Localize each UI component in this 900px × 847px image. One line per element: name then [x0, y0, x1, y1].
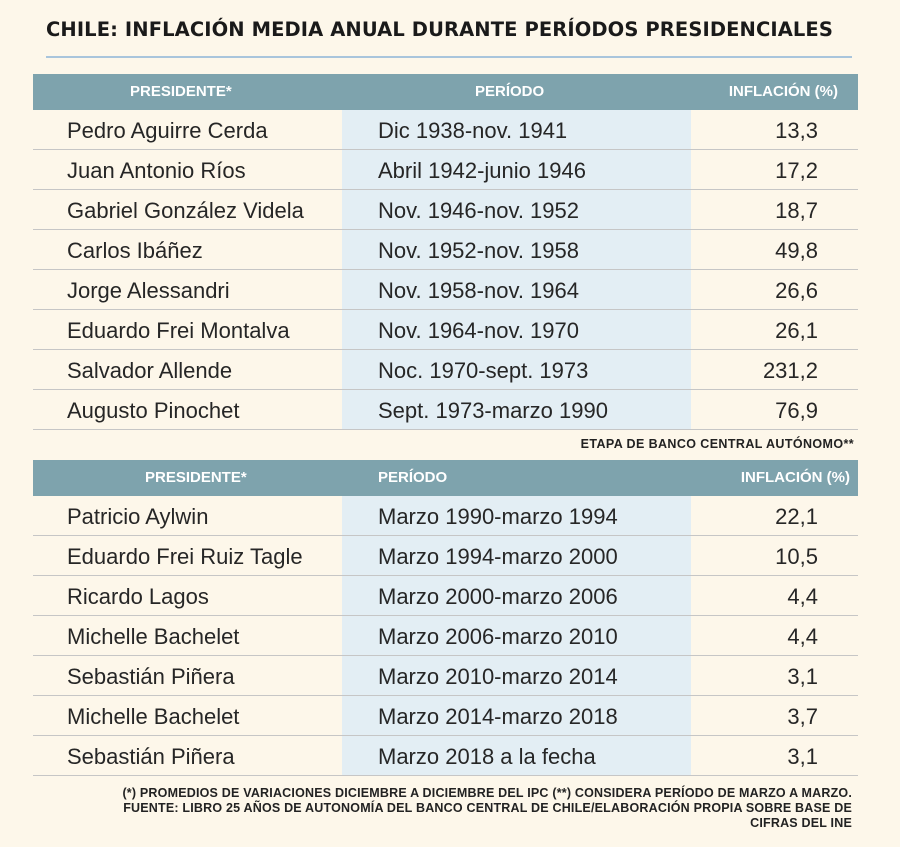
president-cell: Patricio Aylwin — [67, 504, 209, 529]
president-cell: Sebastián Piñera — [67, 664, 235, 689]
president-cell: Carlos Ibáñez — [67, 238, 203, 263]
period-cell: Marzo 1990-marzo 1994 — [378, 504, 618, 529]
table-row: Salvador Allende Noc. 1970-sept. 1973 231,… — [33, 350, 858, 390]
inflation-cell: 18,7 — [775, 198, 818, 223]
period-column-stripe — [342, 496, 691, 776]
table-row: Gabriel González Videla Nov. 1946-nov. 19… — [33, 190, 858, 230]
inflation-cell: 3,1 — [787, 664, 818, 689]
header-inflation: INFLACIÓN (%) — [740, 469, 850, 486]
president-cell: Salvador Allende — [67, 358, 233, 383]
table-row: Carlos Ibáñez Nov. 1952-nov. 1958 49,8 — [33, 230, 858, 270]
president-cell: Pedro Aguirre Cerda — [67, 118, 268, 143]
autonomy-note: ETAPA DE BANCO CENTRAL AUTÓNOMO** — [580, 437, 854, 451]
inflation-cell: 4,4 — [787, 584, 818, 609]
footnote-line: (*) PROMEDIOS DE VARIACIONES DICIEMBRE A… — [122, 786, 852, 800]
table-row: Michelle Bachelet Marzo 2014-marzo 2018 3,… — [33, 696, 858, 736]
footnotes: (*) PROMEDIOS DE VARIACIONES DICIEMBRE A… — [40, 786, 852, 831]
header-period: PERÍODO — [475, 83, 545, 100]
table-row: Ricardo Lagos Marzo 2000-marzo 2006 4,4 — [33, 576, 858, 616]
president-cell: Eduardo Frei Montalva — [67, 318, 290, 343]
inflation-cell: 231,2 — [762, 358, 818, 383]
inflation-cell: 13,3 — [775, 118, 818, 143]
table-row: Pedro Aguirre Cerda Dic 1938-nov. 1941 13,… — [33, 110, 858, 150]
table-row: Sebastián Piñera Marzo 2018 a la fecha 3,1 — [33, 736, 858, 776]
inflation-cell: 49,8 — [775, 238, 818, 263]
table-header: PRESIDENTE* PERÍODO INFLACIÓN (%) — [33, 460, 858, 496]
inflation-table-autonomy: PRESIDENTE* PERÍODO INFLACIÓN (%) Patric… — [33, 460, 858, 776]
title-divider — [46, 56, 852, 58]
president-cell: Sebastián Piñera — [67, 744, 235, 769]
inflation-cell: 3,1 — [787, 744, 818, 769]
period-cell: Dic 1938-nov. 1941 — [378, 118, 568, 143]
period-cell: Nov. 1964-nov. 1970 — [378, 318, 579, 343]
period-cell: Abril 1942-junio 1946 — [378, 158, 586, 183]
inflation-cell: 4,4 — [787, 624, 818, 649]
president-cell: Juan Antonio Ríos — [67, 158, 246, 183]
inflation-cell: 76,9 — [775, 398, 818, 423]
inflation-cell: 3,7 — [787, 704, 818, 729]
inflation-cell: 22,1 — [775, 504, 818, 529]
table-row: Patricio Aylwin Marzo 1990-marzo 1994 22,1 — [33, 496, 858, 536]
president-cell: Augusto Pinochet — [67, 398, 240, 423]
period-cell: Marzo 1994-marzo 2000 — [378, 544, 618, 569]
president-cell: Michelle Bachelet — [67, 704, 240, 729]
period-cell: Nov. 1952-nov. 1958 — [378, 238, 579, 263]
footnote-source: FUENTE: LIBRO 25 AÑOS DE AUTONOMÍA DEL B… — [123, 801, 852, 815]
table-body: Pedro Aguirre Cerda Dic 1938-nov. 1941 13,… — [33, 110, 858, 430]
inflation-cell: 17,2 — [775, 158, 818, 183]
president-cell: Eduardo Frei Ruiz Tagle — [67, 544, 303, 569]
president-cell: Michelle Bachelet — [67, 624, 240, 649]
period-cell: Noc. 1970-sept. 1973 — [378, 358, 589, 383]
header-inflation: INFLACIÓN (%) — [728, 83, 838, 100]
table-row: Eduardo Frei Ruiz Tagle Marzo 1994-marzo … — [33, 536, 858, 576]
footnote-source-cont: CIFRAS DEL INE — [750, 816, 852, 830]
table-header: PRESIDENTE* PERÍODO INFLACIÓN (%) — [33, 74, 858, 110]
header-period: PERÍODO — [378, 469, 448, 486]
president-cell: Jorge Alessandri — [67, 278, 230, 303]
header-president: PRESIDENTE* — [145, 469, 247, 486]
table-row: Juan Antonio Ríos Abril 1942-junio 1946 17… — [33, 150, 858, 190]
inflation-table-pre-autonomy: PRESIDENTE* PERÍODO INFLACIÓN (%) Pedro … — [33, 74, 858, 430]
period-cell: Sept. 1973-marzo 1990 — [378, 398, 608, 423]
table-row: Sebastián Piñera Marzo 2010-marzo 2014 3,1 — [33, 656, 858, 696]
inflation-cell: 10,5 — [775, 544, 818, 569]
period-cell: Nov. 1958-nov. 1964 — [378, 278, 579, 303]
table-row: Michelle Bachelet Marzo 2006-marzo 2010 4,… — [33, 616, 858, 656]
period-column-stripe — [342, 110, 691, 430]
president-cell: Ricardo Lagos — [67, 584, 209, 609]
header-president: PRESIDENTE* — [130, 83, 232, 100]
period-cell: Nov. 1946-nov. 1952 — [378, 198, 579, 223]
table-row: Eduardo Frei Montalva Nov. 1964-nov. 1970… — [33, 310, 858, 350]
period-cell: Marzo 2010-marzo 2014 — [378, 664, 618, 689]
inflation-cell: 26,1 — [775, 318, 818, 343]
table-row: Jorge Alessandri Nov. 1958-nov. 1964 26,6 — [33, 270, 858, 310]
period-cell: Marzo 2000-marzo 2006 — [378, 584, 618, 609]
page-title: CHILE: INFLACIÓN MEDIA ANUAL DURANTE PER… — [46, 18, 833, 41]
table-body: Patricio Aylwin Marzo 1990-marzo 1994 22,1… — [33, 496, 858, 776]
inflation-cell: 26,6 — [775, 278, 818, 303]
president-cell: Gabriel González Videla — [67, 198, 304, 223]
period-cell: Marzo 2018 a la fecha — [378, 744, 596, 769]
period-cell: Marzo 2006-marzo 2010 — [378, 624, 618, 649]
table-row: Augusto Pinochet Sept. 1973-marzo 1990 76,… — [33, 390, 858, 430]
period-cell: Marzo 2014-marzo 2018 — [378, 704, 618, 729]
